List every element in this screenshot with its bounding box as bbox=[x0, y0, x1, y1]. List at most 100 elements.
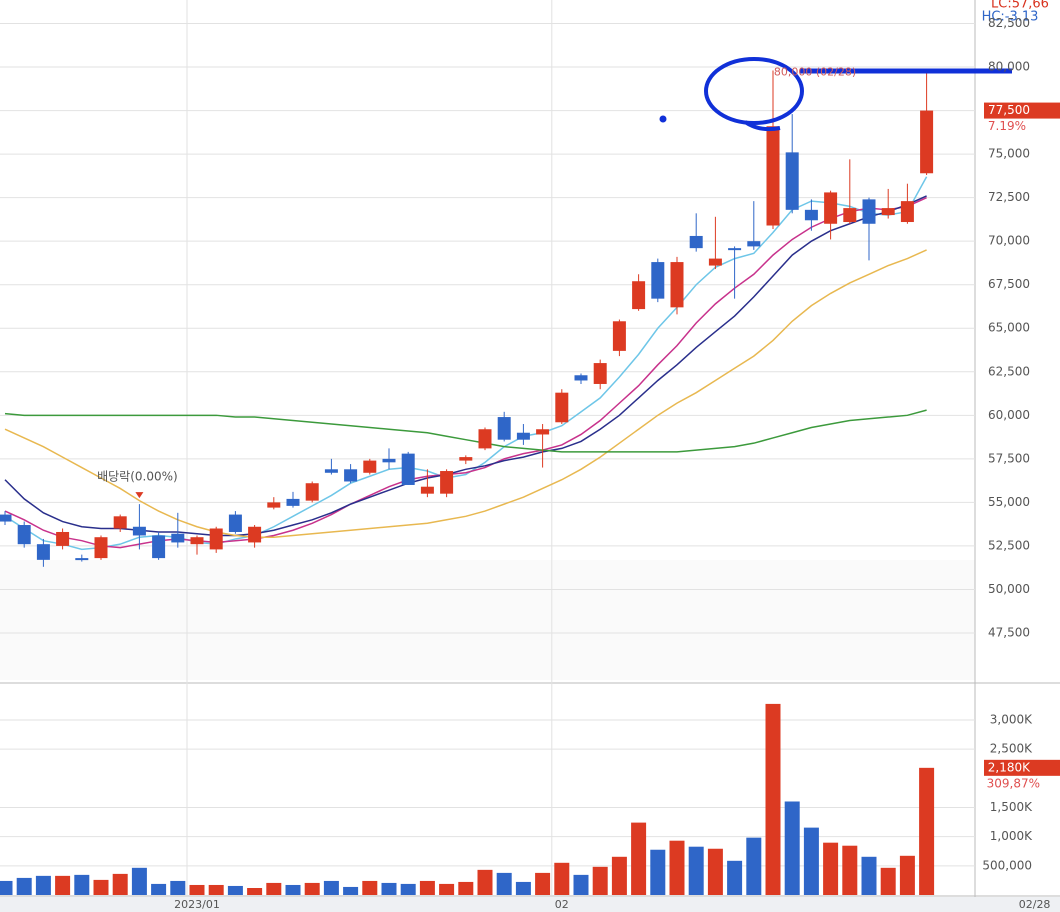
candle-body bbox=[651, 262, 665, 299]
drawn-circle bbox=[704, 57, 804, 125]
volume-bar bbox=[381, 882, 397, 895]
candle-body bbox=[382, 458, 396, 463]
price-tag-box bbox=[984, 102, 1060, 119]
candle-body bbox=[420, 486, 434, 494]
candle-body bbox=[689, 235, 703, 249]
volume-bar bbox=[304, 882, 320, 895]
volume-bar bbox=[55, 875, 71, 895]
status-line: HC:-3.13 bbox=[982, 10, 1039, 25]
volume-bar bbox=[35, 875, 51, 895]
candle-body bbox=[132, 526, 146, 536]
candle-body bbox=[824, 192, 838, 224]
volume-bar bbox=[419, 880, 435, 895]
volume-bar bbox=[170, 880, 186, 895]
volume-bar bbox=[131, 867, 147, 895]
volume-bar bbox=[823, 842, 839, 895]
candle-body bbox=[440, 471, 454, 494]
candle-body bbox=[113, 516, 127, 529]
candle-body bbox=[728, 248, 742, 251]
drawn-stroke bbox=[743, 120, 781, 132]
volume-bar bbox=[74, 874, 90, 895]
volume-tag: 2,180K bbox=[988, 760, 1031, 774]
candle-body bbox=[574, 375, 588, 381]
candle-body bbox=[75, 558, 89, 561]
moving-average bbox=[4, 249, 927, 538]
y-tick-label: 62,500 bbox=[988, 364, 1030, 378]
candle-body bbox=[190, 537, 204, 545]
annotation: 배당락(0.00%) bbox=[97, 470, 178, 484]
plot bbox=[0, 70, 935, 895]
volume-bar bbox=[112, 873, 128, 895]
candle-body bbox=[900, 201, 914, 223]
volume-bar bbox=[439, 883, 455, 895]
volume-bar bbox=[842, 845, 858, 895]
candle-body bbox=[593, 363, 607, 384]
volume-bar bbox=[784, 801, 800, 895]
volume-bar bbox=[266, 882, 282, 895]
y-tick-label: 47,500 bbox=[988, 625, 1030, 639]
y-tick-label: 80,000 bbox=[988, 60, 1030, 74]
y-tick-label: 3,000K bbox=[990, 713, 1033, 727]
candle-body bbox=[478, 429, 492, 449]
x-tick-label: 02 bbox=[555, 898, 569, 911]
volume-bar bbox=[707, 848, 723, 895]
candle-body bbox=[516, 432, 530, 440]
y-tick-label: 67,500 bbox=[988, 277, 1030, 291]
candle-body bbox=[152, 535, 166, 559]
candle-body bbox=[881, 208, 895, 216]
annotation: 80,000 (02/28) bbox=[774, 66, 856, 79]
x-axis-band bbox=[0, 897, 1060, 912]
volume-change-tag: 309,87% bbox=[987, 776, 1040, 790]
candle-body bbox=[497, 417, 511, 440]
volume-bar bbox=[631, 822, 647, 895]
candle-body bbox=[612, 321, 626, 351]
volume-bar bbox=[208, 884, 224, 895]
volume-bar bbox=[727, 860, 743, 895]
y-tick-label: 60,000 bbox=[988, 408, 1030, 422]
status-line: LC:57,66 bbox=[991, 0, 1049, 12]
volume-bar bbox=[746, 837, 762, 895]
candle-body bbox=[36, 544, 50, 560]
volume-bar bbox=[611, 856, 627, 895]
y-tick-label: 75,000 bbox=[988, 147, 1030, 161]
y-tick-label: 1,000K bbox=[990, 829, 1033, 843]
volume-tag-box bbox=[984, 759, 1060, 776]
candle-body bbox=[305, 483, 319, 501]
candle-body bbox=[228, 514, 242, 532]
candle-body bbox=[209, 528, 223, 550]
price-tag: 77,500 bbox=[988, 103, 1030, 117]
volume-bar bbox=[650, 849, 666, 895]
volume-bar bbox=[880, 867, 896, 895]
volume-bar bbox=[285, 884, 301, 895]
candle-body bbox=[363, 460, 377, 473]
y-tick-label: 70,000 bbox=[988, 234, 1030, 248]
volume-bar bbox=[227, 885, 243, 895]
candle-body bbox=[17, 525, 31, 545]
candle-body bbox=[324, 469, 338, 473]
volume-bar bbox=[573, 874, 589, 895]
candle-body bbox=[804, 209, 818, 221]
candle-body bbox=[708, 258, 722, 266]
candle-body bbox=[766, 126, 780, 226]
change-tag: 7.19% bbox=[988, 119, 1026, 133]
dividend-marker bbox=[135, 492, 144, 499]
volume-bar bbox=[458, 881, 474, 895]
volume-bar bbox=[861, 856, 877, 895]
volume-bar bbox=[400, 883, 416, 895]
volume-bar bbox=[669, 840, 685, 895]
y-tick-label: 82,500 bbox=[988, 16, 1030, 30]
y-tick-label: 2,500K bbox=[990, 742, 1033, 756]
y-tick-label: 1,500K bbox=[990, 800, 1033, 814]
candle-body bbox=[56, 531, 70, 546]
volume-bar bbox=[535, 872, 551, 895]
candle-body bbox=[286, 498, 300, 506]
volume-bar bbox=[362, 880, 378, 895]
candle-body bbox=[843, 208, 857, 223]
y-tick-label: 52,500 bbox=[988, 538, 1030, 552]
candle-body bbox=[632, 281, 646, 310]
moving-average bbox=[4, 409, 927, 453]
candle-body bbox=[747, 241, 761, 247]
volume-bar bbox=[323, 880, 339, 895]
candle-body bbox=[0, 514, 12, 522]
